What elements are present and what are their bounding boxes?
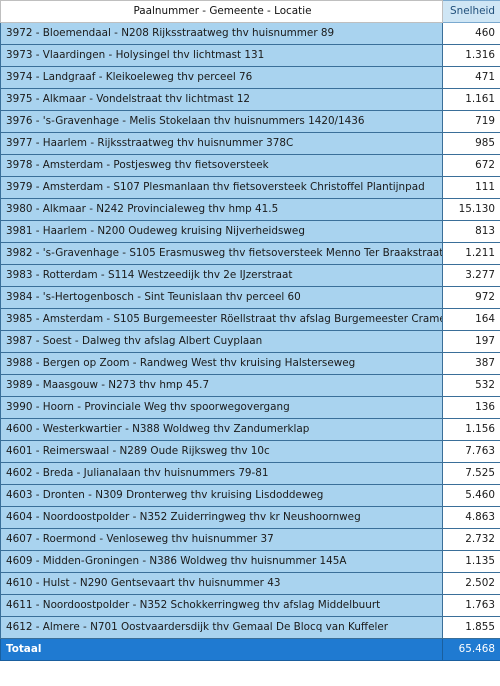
table-row: 3975 - Alkmaar - Vondelstraat thv lichtm… <box>0 88 500 111</box>
location-cell: 3979 - Amsterdam - S107 Plesmanlaan thv … <box>0 176 443 199</box>
location-cell: 3983 - Rotterdam - S114 Westzeedijk thv … <box>0 264 443 287</box>
table-row: 3982 - 's-Gravenhage - S105 Erasmusweg t… <box>0 242 500 265</box>
speed-cell: 111 <box>442 176 500 199</box>
speed-cell: 1.855 <box>442 616 500 639</box>
location-cell: 3989 - Maasgouw - N273 thv hmp 45.7 <box>0 374 443 397</box>
header-speed: Snelheid <box>442 0 500 23</box>
total-label: Totaal <box>0 638 443 661</box>
total-value: 65.468 <box>442 638 500 661</box>
table-row: 4612 - Almere - N701 Oostvaardersdijk th… <box>0 616 500 639</box>
table-row: 4609 - Midden-Groningen - N386 Woldweg t… <box>0 550 500 573</box>
table-row: 4607 - Roermond - Venloseweg thv huisnum… <box>0 528 500 551</box>
location-cell: 3974 - Landgraaf - Kleikoeleweg thv perc… <box>0 66 443 89</box>
table-row: 3988 - Bergen op Zoom - Randweg West thv… <box>0 352 500 375</box>
table-row: 3983 - Rotterdam - S114 Westzeedijk thv … <box>0 264 500 287</box>
location-cell: 4604 - Noordoostpolder - N352 Zuiderring… <box>0 506 443 529</box>
table-row: 4600 - Westerkwartier - N388 Woldweg thv… <box>0 418 500 441</box>
speed-cell: 7.525 <box>442 462 500 485</box>
table-row: 3973 - Vlaardingen - Holysingel thv lich… <box>0 44 500 67</box>
header-location: Paalnummer - Gemeente - Locatie <box>0 0 443 23</box>
speed-cell: 2.502 <box>442 572 500 595</box>
speed-cell: 813 <box>442 220 500 243</box>
speed-cell: 387 <box>442 352 500 375</box>
location-cell: 3980 - Alkmaar - N242 Provincialeweg thv… <box>0 198 443 221</box>
table-row: 4611 - Noordoostpolder - N352 Schokkerri… <box>0 594 500 617</box>
speed-cell: 972 <box>442 286 500 309</box>
location-cell: 4609 - Midden-Groningen - N386 Woldweg t… <box>0 550 443 573</box>
location-cell: 4602 - Breda - Julianalaan thv huisnumme… <box>0 462 443 485</box>
table-row: 4604 - Noordoostpolder - N352 Zuiderring… <box>0 506 500 529</box>
speed-cell: 197 <box>442 330 500 353</box>
speed-cell: 1.316 <box>442 44 500 67</box>
table-row: 3990 - Hoorn - Provinciale Weg thv spoor… <box>0 396 500 419</box>
speed-cell: 985 <box>442 132 500 155</box>
table-row: 3987 - Soest - Dalweg thv afslag Albert … <box>0 330 500 353</box>
location-cell: 3976 - 's-Gravenhage - Melis Stokelaan t… <box>0 110 443 133</box>
location-cell: 4611 - Noordoostpolder - N352 Schokkerri… <box>0 594 443 617</box>
table-row: 3980 - Alkmaar - N242 Provincialeweg thv… <box>0 198 500 221</box>
speed-cell: 460 <box>442 22 500 45</box>
table-row: 3978 - Amsterdam - Postjesweg thv fietso… <box>0 154 500 177</box>
location-cell: 4610 - Hulst - N290 Gentsevaart thv huis… <box>0 572 443 595</box>
speed-cell: 1.211 <box>442 242 500 265</box>
speed-cell: 719 <box>442 110 500 133</box>
speed-cell: 1.156 <box>442 418 500 441</box>
location-cell: 3990 - Hoorn - Provinciale Weg thv spoor… <box>0 396 443 419</box>
table-row: 3989 - Maasgouw - N273 thv hmp 45.7 532 <box>0 374 500 397</box>
speed-cell: 2.732 <box>442 528 500 551</box>
speed-table: Paalnummer - Gemeente - Locatie Snelheid… <box>0 0 500 661</box>
table-row: 3972 - Bloemendaal - N208 Rijksstraatweg… <box>0 22 500 45</box>
speed-cell: 471 <box>442 66 500 89</box>
speed-cell: 1.135 <box>442 550 500 573</box>
speed-cell: 532 <box>442 374 500 397</box>
table-row: 4610 - Hulst - N290 Gentsevaart thv huis… <box>0 572 500 595</box>
location-cell: 3977 - Haarlem - Rijksstraatweg thv huis… <box>0 132 443 155</box>
speed-cell: 3.277 <box>442 264 500 287</box>
table-row: 3984 - 's-Hertogenbosch - Sint Teunislaa… <box>0 286 500 309</box>
table-row: 3981 - Haarlem - N200 Oudeweg kruising N… <box>0 220 500 243</box>
location-cell: 4612 - Almere - N701 Oostvaardersdijk th… <box>0 616 443 639</box>
table-row: 3977 - Haarlem - Rijksstraatweg thv huis… <box>0 132 500 155</box>
location-cell: 3988 - Bergen op Zoom - Randweg West thv… <box>0 352 443 375</box>
speed-cell: 1.763 <box>442 594 500 617</box>
speed-cell: 15.130 <box>442 198 500 221</box>
speed-cell: 5.460 <box>442 484 500 507</box>
location-cell: 4601 - Reimerswaal - N289 Oude Rijksweg … <box>0 440 443 463</box>
location-cell: 3987 - Soest - Dalweg thv afslag Albert … <box>0 330 443 353</box>
speed-cell: 672 <box>442 154 500 177</box>
table-row: 4601 - Reimerswaal - N289 Oude Rijksweg … <box>0 440 500 463</box>
table-row: 3974 - Landgraaf - Kleikoeleweg thv perc… <box>0 66 500 89</box>
speed-cell: 1.161 <box>442 88 500 111</box>
location-cell: 3975 - Alkmaar - Vondelstraat thv lichtm… <box>0 88 443 111</box>
table-row: 3979 - Amsterdam - S107 Plesmanlaan thv … <box>0 176 500 199</box>
speed-cell: 4.863 <box>442 506 500 529</box>
table-row: 3976 - 's-Gravenhage - Melis Stokelaan t… <box>0 110 500 133</box>
table-row: 4602 - Breda - Julianalaan thv huisnumme… <box>0 462 500 485</box>
location-cell: 3981 - Haarlem - N200 Oudeweg kruising N… <box>0 220 443 243</box>
location-cell: 4607 - Roermond - Venloseweg thv huisnum… <box>0 528 443 551</box>
speed-cell: 164 <box>442 308 500 331</box>
location-cell: 3982 - 's-Gravenhage - S105 Erasmusweg t… <box>0 242 443 265</box>
speed-cell: 7.763 <box>442 440 500 463</box>
speed-cell: 136 <box>442 396 500 419</box>
location-cell: 4603 - Dronten - N309 Dronterweg thv kru… <box>0 484 443 507</box>
location-cell: 3973 - Vlaardingen - Holysingel thv lich… <box>0 44 443 67</box>
location-cell: 3972 - Bloemendaal - N208 Rijksstraatweg… <box>0 22 443 45</box>
table-row: 4603 - Dronten - N309 Dronterweg thv kru… <box>0 484 500 507</box>
total-row: Totaal 65.468 <box>0 638 500 661</box>
location-cell: 3984 - 's-Hertogenbosch - Sint Teunislaa… <box>0 286 443 309</box>
location-cell: 3978 - Amsterdam - Postjesweg thv fietso… <box>0 154 443 177</box>
table-row: 3985 - Amsterdam - S105 Burgemeester Röe… <box>0 308 500 331</box>
header-row: Paalnummer - Gemeente - Locatie Snelheid <box>0 0 500 23</box>
location-cell: 3985 - Amsterdam - S105 Burgemeester Röe… <box>0 308 443 331</box>
location-cell: 4600 - Westerkwartier - N388 Woldweg thv… <box>0 418 443 441</box>
